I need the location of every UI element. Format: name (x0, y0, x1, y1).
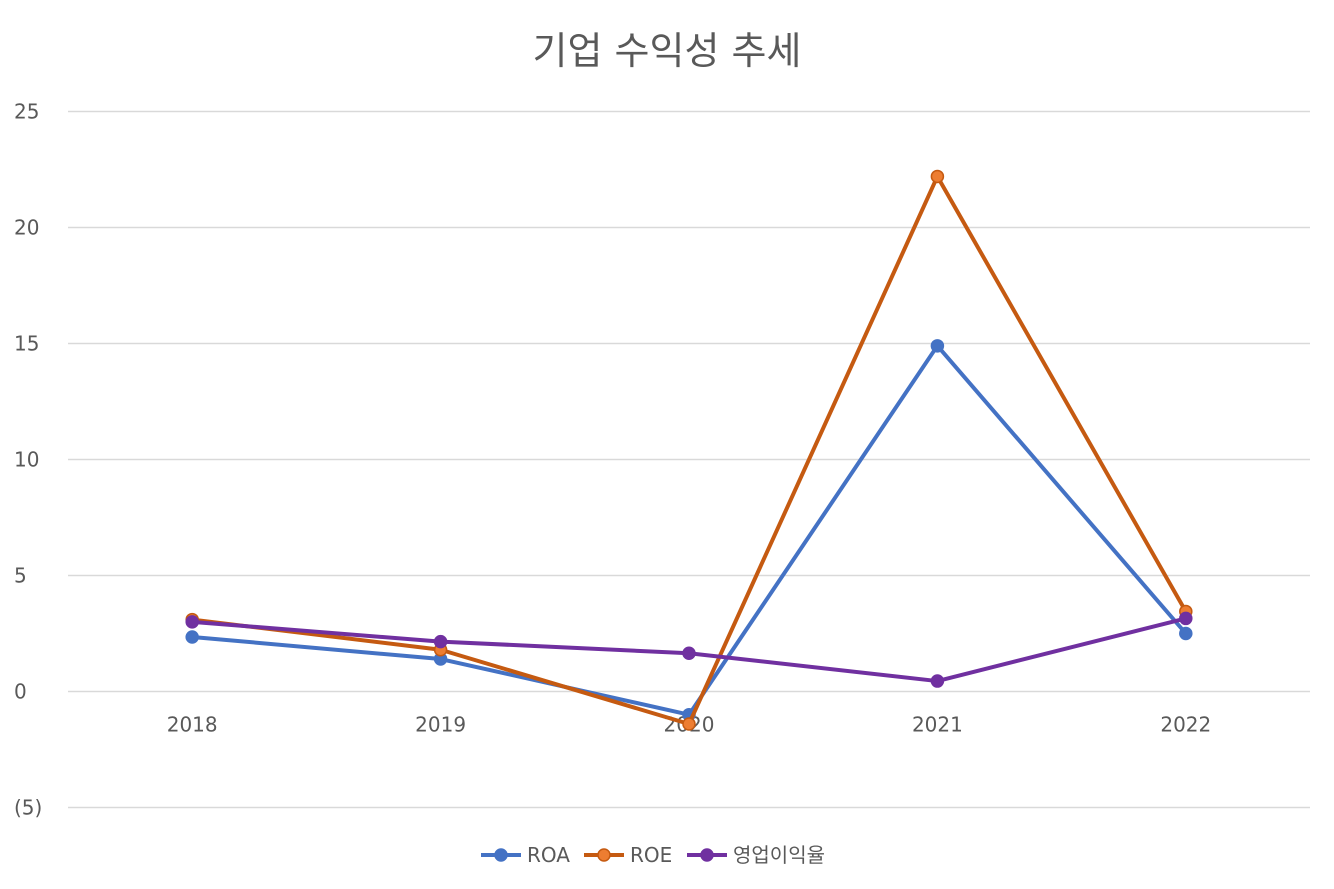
x-tick-label: 2018 (167, 713, 218, 737)
legend-item: ROE (584, 843, 672, 867)
gridlines (68, 110, 1310, 809)
legend-item: 영업이익율 (687, 843, 825, 867)
y-tick-label: 10 (14, 448, 39, 472)
chart-title: 기업 수익성 추세 (533, 29, 802, 73)
y-tick-label: 20 (14, 216, 39, 240)
legend-label: 영업이익율 (733, 843, 825, 867)
legend-marker (494, 848, 508, 862)
y-tick-label: (5) (14, 796, 42, 820)
y-tick-label: 25 (14, 100, 39, 124)
data-point (1179, 611, 1193, 626)
data-point (185, 615, 199, 629)
legend-marker (597, 848, 611, 862)
series-line (190, 174, 1188, 726)
series-ROE (185, 169, 1193, 731)
legend-label: ROA (527, 843, 570, 867)
y-tick-label: 0 (14, 680, 27, 704)
series-영업이익율 (185, 611, 1193, 688)
legend-label: ROE (630, 843, 672, 867)
legend: ROA ROE 영업이익율 (481, 843, 825, 867)
data-point (1179, 626, 1193, 641)
x-tick-label: 2022 (1160, 713, 1211, 737)
data-point (682, 646, 696, 660)
series-lines (185, 169, 1193, 731)
y-axis-tick-labels: 25 20 15 10 5 0 (5) (14, 100, 42, 820)
data-point (930, 339, 945, 353)
x-tick-label: 2019 (415, 713, 466, 737)
data-point (930, 169, 945, 184)
data-point (433, 634, 448, 649)
legend-item: ROA (481, 843, 570, 867)
y-tick-label: 15 (14, 332, 39, 356)
data-point (930, 674, 945, 688)
y-tick-label: 5 (14, 564, 27, 588)
x-tick-label: 2021 (912, 713, 963, 737)
x-axis-tick-labels: 20182019202020212022 (167, 713, 1212, 737)
series-ROA (185, 339, 1193, 722)
data-point (185, 630, 199, 644)
data-point (682, 717, 696, 731)
legend-marker (700, 848, 714, 862)
